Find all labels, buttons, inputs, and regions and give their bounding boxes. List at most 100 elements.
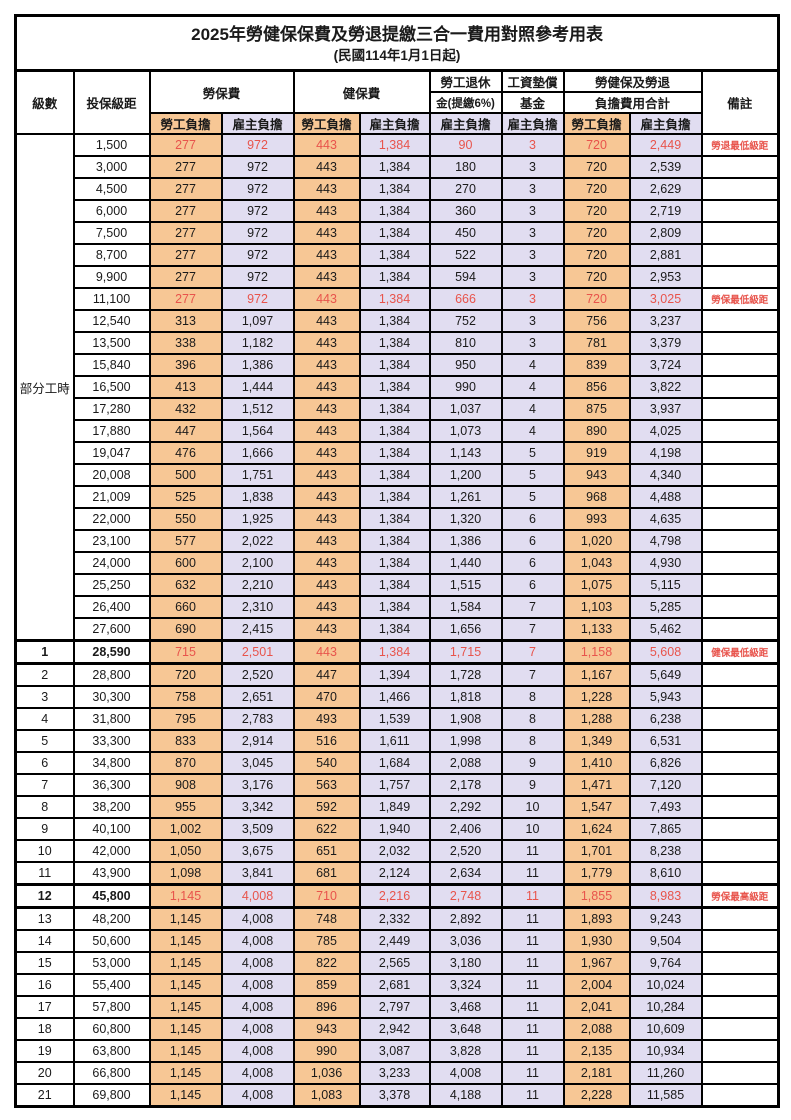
cell-bracket: 17,280 (72, 397, 151, 421)
cell-li-employee: 715 (148, 639, 223, 665)
cell-total-employer: 4,488 (628, 485, 703, 509)
cell-total-employee: 1,779 (562, 861, 631, 886)
cell-pension-employer: 1,584 (428, 595, 503, 619)
cell-pension-employer: 270 (428, 177, 503, 201)
cell-li-employee: 277 (148, 243, 223, 267)
cell-wage-fund-employer: 11 (500, 883, 565, 909)
cell-li-employee: 1,145 (148, 1017, 223, 1041)
cell-li-employer: 972 (220, 177, 295, 201)
table-row: 17,280 432 1,512 443 1,384 1,037 4 875 3,937 (16, 397, 780, 421)
cell-li-employee: 500 (148, 463, 223, 487)
cell-li-employer: 2,501 (220, 639, 295, 665)
cell-li-employer: 2,100 (220, 551, 295, 575)
cell-remark (700, 1083, 780, 1108)
cell-remark (700, 995, 780, 1019)
cell-total-employer: 2,449 (628, 133, 703, 157)
cell-level: 13 (14, 906, 75, 931)
cell-li-employee: 1,145 (148, 929, 223, 953)
cell-remark (700, 595, 780, 619)
cell-bracket: 25,250 (72, 573, 151, 597)
cell-total-employee: 875 (562, 397, 631, 421)
cell-total-employer: 9,504 (628, 929, 703, 953)
cell-wage-fund-employer: 8 (500, 707, 565, 731)
cell-hi-employer: 1,384 (358, 265, 431, 289)
cell-li-employee: 277 (148, 265, 223, 289)
cell-remark (700, 861, 780, 886)
cell-hi-employee: 443 (292, 287, 361, 311)
cell-li-employer: 1,751 (220, 463, 295, 487)
table-row: 8,700 277 972 443 1,384 522 3 720 2,881 (16, 243, 780, 267)
cell-remark (700, 573, 780, 597)
cell-li-employer: 2,310 (220, 595, 295, 619)
cell-bracket: 33,300 (72, 729, 151, 753)
cell-bracket: 4,500 (72, 177, 151, 201)
cell-hi-employee: 443 (292, 177, 361, 201)
cell-bracket: 27,600 (72, 617, 151, 642)
cell-bracket: 55,400 (72, 973, 151, 997)
cell-total-employee: 720 (562, 155, 631, 179)
table-body: 部分工時 1,500 277 972 443 1,384 90 3 720 2,449 勞退最低級距… (14, 133, 780, 1108)
cell-pension-employer: 1,818 (428, 685, 503, 709)
cell-total-employee: 2,181 (562, 1061, 631, 1085)
cell-li-employee: 277 (148, 177, 223, 201)
header-pension-employer: 雇主負擔 (428, 112, 503, 135)
cell-hi-employer: 1,466 (358, 685, 431, 709)
cell-total-employee: 1,624 (562, 817, 631, 841)
cell-bracket: 23,100 (72, 529, 151, 553)
cell-pension-employer: 2,520 (428, 839, 503, 863)
cell-level: 18 (14, 1017, 75, 1041)
cell-wage-fund-employer: 3 (500, 155, 565, 179)
cell-remark (700, 353, 780, 377)
cell-total-employer: 10,609 (628, 1017, 703, 1041)
cell-total-employee: 1,020 (562, 529, 631, 553)
cell-hi-employee: 443 (292, 617, 361, 642)
cell-hi-employee: 443 (292, 397, 361, 421)
page-title: 2025年勞健保保費及勞退提繳三合一費用對照參考用表 (191, 25, 603, 45)
table-row: 13,500 338 1,182 443 1,384 810 3 781 3,379 (16, 331, 780, 355)
table-row: 25,250 632 2,210 443 1,384 1,515 6 1,075 5,115 (16, 573, 780, 597)
cell-total-employee: 839 (562, 353, 631, 377)
cell-pension-employer: 180 (428, 155, 503, 179)
table-row: 21 69,800 1,145 4,008 1,083 3,378 4,188 11 2,228… (14, 1083, 780, 1108)
cell-hi-employer: 1,684 (358, 751, 431, 775)
cell-bracket: 28,800 (72, 662, 151, 687)
title-cell: 2025年勞健保保費及勞退提繳三合一費用對照參考用表 (民國114年1月1日起) (14, 14, 780, 72)
cell-level: 3 (14, 685, 75, 709)
cell-li-employer: 972 (220, 221, 295, 245)
cell-total-employee: 1,133 (562, 617, 631, 642)
cell-total-employer: 8,238 (628, 839, 703, 863)
cell-hi-employer: 3,087 (358, 1039, 431, 1063)
cell-hi-employee: 443 (292, 529, 361, 553)
table-row: 26,400 660 2,310 443 1,384 1,584 7 1,103 5,285 (16, 595, 780, 619)
table-row: 12 45,800 1,145 4,008 710 2,216 2,748 11 1,855 8,… (14, 883, 780, 909)
table-row: 15 53,000 1,145 4,008 822 2,565 3,180 11 1,967 9,… (14, 951, 780, 975)
cell-total-employer: 2,539 (628, 155, 703, 179)
cell-remark (700, 817, 780, 841)
cell-li-employee: 577 (148, 529, 223, 553)
cell-total-employer: 7,865 (628, 817, 703, 841)
cell-bracket: 43,900 (72, 861, 151, 886)
cell-hi-employee: 443 (292, 133, 361, 157)
cell-remark (700, 685, 780, 709)
cell-wage-fund-employer: 5 (500, 441, 565, 465)
cell-pension-employer: 2,892 (428, 906, 503, 931)
cell-pension-employer: 1,908 (428, 707, 503, 731)
cell-bracket: 13,500 (72, 331, 151, 355)
cell-level: 10 (14, 839, 75, 863)
cell-remark (700, 906, 780, 931)
cell-hi-employer: 1,940 (358, 817, 431, 841)
cell-remark (700, 1017, 780, 1041)
table-row: 23,100 577 2,022 443 1,384 1,386 6 1,020 4,798 (16, 529, 780, 553)
cell-total-employee: 1,471 (562, 773, 631, 797)
cell-bracket: 69,800 (72, 1083, 151, 1108)
cell-pension-employer: 4,188 (428, 1083, 503, 1108)
cell-hi-employer: 1,384 (358, 243, 431, 267)
header-row-3: 勞工負擔 雇主負擔 勞工負擔 雇主負擔 雇主負擔 雇主負擔 勞工負擔 雇主負擔 (16, 112, 779, 135)
cell-total-employee: 720 (562, 133, 631, 157)
cell-total-employer: 8,983 (628, 883, 703, 909)
cell-hi-employee: 785 (292, 929, 361, 953)
cell-bracket: 38,200 (72, 795, 151, 819)
cell-hi-employer: 1,849 (358, 795, 431, 819)
cell-pension-employer: 3,036 (428, 929, 503, 953)
cell-li-employer: 1,564 (220, 419, 295, 443)
